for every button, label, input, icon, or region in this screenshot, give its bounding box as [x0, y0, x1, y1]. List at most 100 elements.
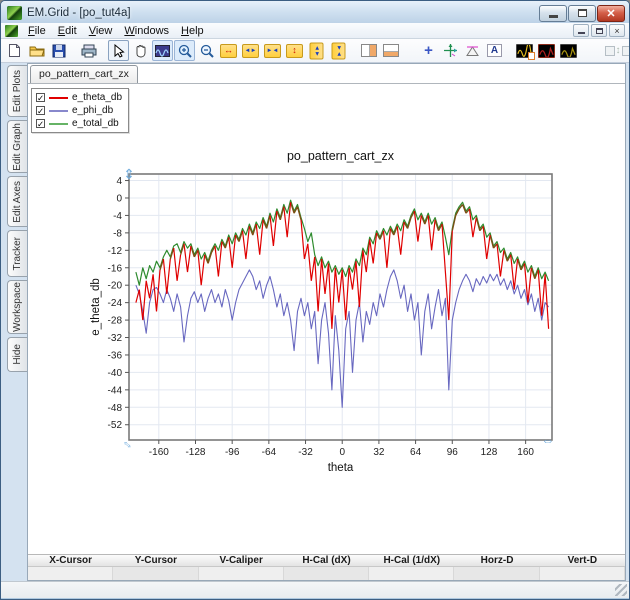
- menu-view[interactable]: View: [83, 24, 119, 38]
- title-bar[interactable]: EM.Grid - [po_tut4a] ✕: [1, 1, 629, 23]
- grow-y-button[interactable]: ◄►: [306, 40, 327, 61]
- svg-text:-40: -40: [108, 368, 123, 379]
- split-horizontal-button[interactable]: [380, 40, 401, 61]
- legend-checkbox-e-total[interactable]: ✓: [36, 119, 45, 128]
- chart[interactable]: -160-128-96-64-32032649612816040-4-8-12-…: [86, 142, 586, 492]
- zoom-in-button[interactable]: [174, 40, 195, 61]
- sidebar-tab-edit-plots[interactable]: Edit Plots: [7, 65, 27, 117]
- legend-item: ✓ e_theta_db: [36, 92, 122, 103]
- expand-x-button[interactable]: ↔: [218, 40, 239, 61]
- zoom-out-button[interactable]: [196, 40, 217, 61]
- mdi-close-button[interactable]: ×: [609, 24, 625, 37]
- document-icon[interactable]: [5, 25, 18, 37]
- svg-text:-32: -32: [298, 447, 313, 458]
- menu-help[interactable]: Help: [175, 24, 210, 38]
- pan-hand-button[interactable]: [130, 40, 151, 61]
- mdi-minimize-button[interactable]: [573, 24, 589, 37]
- svg-text:-44: -44: [108, 385, 123, 396]
- shrink-x-button[interactable]: ►◄: [262, 40, 283, 61]
- svg-text:32: 32: [373, 447, 385, 458]
- menu-edit[interactable]: Edit: [52, 24, 83, 38]
- cross-cursor-icon: +: [424, 43, 433, 58]
- document-tab[interactable]: po_pattern_cart_zx: [30, 65, 138, 83]
- graph-yellow-icon: [560, 44, 577, 58]
- readout-cell: [284, 567, 369, 580]
- sidebar-tab-tracker[interactable]: Tracker: [7, 230, 27, 277]
- minimize-button[interactable]: [539, 5, 567, 22]
- svg-text:-4: -4: [113, 211, 122, 222]
- menu-file[interactable]: File: [22, 24, 52, 38]
- svg-text:4: 4: [116, 176, 122, 187]
- readout-table: X-Cursor Y-Cursor V-Caliper H-Cal (dX) H…: [28, 554, 625, 580]
- svg-text:-128: -128: [185, 447, 205, 458]
- new-graph-icon: [516, 44, 533, 58]
- shrink-y-button[interactable]: ►◄: [328, 40, 349, 61]
- svg-text:-20: -20: [108, 281, 123, 292]
- restore-button[interactable]: [568, 5, 596, 22]
- graph-red-button[interactable]: [536, 40, 557, 61]
- readout-col-horz-d: Horz-D: [454, 555, 539, 567]
- readout-col-vert-d: Vert-D: [540, 555, 625, 567]
- text-annotation-button[interactable]: A: [484, 40, 505, 61]
- save-button[interactable]: [48, 40, 69, 61]
- cross-cursor-button[interactable]: +: [418, 40, 439, 61]
- x-axis-label: theta: [328, 462, 354, 474]
- resize-grip[interactable]: [615, 584, 627, 596]
- graph-yellow-button[interactable]: [558, 40, 579, 61]
- legend-item: ✓ e_phi_db: [36, 105, 122, 116]
- chart-title: po_pattern_cart_zx: [287, 149, 395, 163]
- cursor-arrow-icon: [113, 44, 125, 58]
- legend-item: ✓ e_total_db: [36, 118, 122, 129]
- caliper-handle-bottom-left: ⇔: [119, 434, 139, 454]
- svg-text:-16: -16: [108, 263, 123, 274]
- caliper-triangle-icon: [465, 45, 480, 57]
- split-vertical-button[interactable]: [358, 40, 379, 61]
- toolbar: ↔ ◄► ►◄ ↕ ◄► ►◄ + A ↕ ↔: [1, 39, 629, 63]
- tracker-axes-icon: [443, 43, 458, 58]
- readout-header-row: X-Cursor Y-Cursor V-Caliper H-Cal (dX) H…: [28, 554, 625, 567]
- readout-cell: [113, 567, 198, 580]
- readout-cell: [369, 567, 454, 580]
- close-button[interactable]: ✕: [597, 5, 625, 22]
- split-horizontal-icon: [383, 44, 399, 57]
- svg-text:-8: -8: [113, 228, 122, 239]
- legend-checkbox-e-phi[interactable]: ✓: [36, 106, 45, 115]
- printer-icon: [81, 44, 97, 58]
- mdi-restore-button[interactable]: [591, 24, 607, 37]
- svg-text:-36: -36: [108, 350, 123, 361]
- open-file-button[interactable]: [26, 40, 47, 61]
- readout-col-hcal-1dx: H-Cal (1/dX): [369, 555, 454, 567]
- new-graph-button[interactable]: [514, 40, 535, 61]
- grow-x-button[interactable]: ◄►: [240, 40, 261, 61]
- select-arrow-button[interactable]: [108, 40, 129, 61]
- menu-windows[interactable]: Windows: [118, 24, 175, 38]
- sidebar-tab-workspace[interactable]: Workspace: [7, 280, 27, 334]
- tile-vertical-button[interactable]: ↕: [596, 40, 630, 61]
- svg-text:0: 0: [339, 447, 345, 458]
- status-bar: [1, 581, 629, 598]
- sidebar-tab-edit-axes[interactable]: Edit Axes: [7, 176, 27, 227]
- legend-checkbox-e-theta[interactable]: ✓: [36, 93, 45, 102]
- menu-bar: File Edit View Windows Help ×: [1, 23, 629, 39]
- readout-cell: [540, 567, 625, 580]
- plot-document: po_pattern_cart_zx ✓ e_theta_db ✓ e_phi_…: [27, 63, 626, 581]
- expand-y-button[interactable]: ↕: [284, 40, 305, 61]
- sidebar-tab-hide[interactable]: Hide: [7, 337, 27, 372]
- svg-text:0: 0: [116, 193, 122, 204]
- caliper-button[interactable]: [462, 40, 483, 61]
- tracker-axes-button[interactable]: [440, 40, 461, 61]
- new-document-button[interactable]: [4, 40, 25, 61]
- zoom-window-button[interactable]: [152, 40, 173, 61]
- readout-col-x-cursor: X-Cursor: [28, 555, 113, 567]
- plot-canvas[interactable]: -160-128-96-64-32032649612816040-4-8-12-…: [86, 142, 586, 492]
- svg-text:-160: -160: [149, 447, 169, 458]
- y-axis-label: e_theta_db: [90, 278, 102, 336]
- grow-y-icon: ◄►: [310, 42, 324, 59]
- svg-text:64: 64: [410, 447, 422, 458]
- sidebar-tab-edit-graph[interactable]: Edit Graph: [7, 120, 27, 173]
- floppy-icon: [52, 44, 66, 58]
- new-document-icon: [8, 43, 21, 58]
- app-window: EM.Grid - [po_tut4a] ✕ File Edit View Wi…: [0, 0, 630, 600]
- print-button[interactable]: [78, 40, 99, 61]
- main-area: Edit Plots Edit Graph Edit Axes Tracker …: [1, 63, 629, 581]
